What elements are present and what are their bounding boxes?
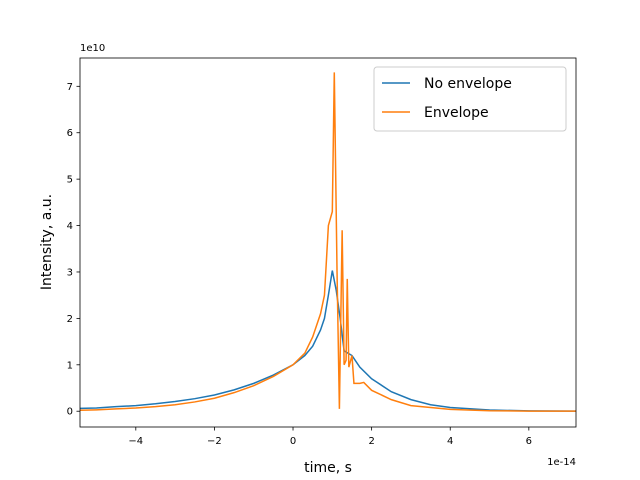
x-tick-label: −2 (207, 436, 222, 447)
x-tick-label: 6 (526, 436, 532, 447)
x-tick-label: 0 (290, 436, 296, 447)
data-line (79, 270, 577, 412)
data-line (79, 72, 577, 412)
x-offset-label: 1e-14 (547, 457, 576, 468)
y-axis-label: Intensity, a.u. (39, 194, 55, 290)
x-tick-label: 4 (447, 436, 453, 447)
x-axis-label: time, s (304, 460, 352, 476)
y-tick-label: 6 (67, 128, 73, 139)
y-tick-label: 1 (67, 360, 73, 371)
y-offset-label: 1e10 (80, 43, 105, 54)
legend-box (373, 66, 567, 132)
y-tick-label: 2 (67, 314, 73, 325)
y-tick-label: 3 (67, 267, 73, 278)
y-tick-label: 7 (67, 82, 73, 93)
legend-label: Envelope (424, 105, 489, 121)
legend-label: No envelope (424, 76, 512, 92)
y-tick-label: 0 (67, 407, 73, 418)
y-tick-label: 4 (67, 221, 73, 232)
plot-frame (79, 57, 577, 428)
x-tick-label: −4 (128, 436, 143, 447)
x-tick-label: 2 (368, 436, 374, 447)
y-tick-label: 5 (67, 175, 73, 186)
